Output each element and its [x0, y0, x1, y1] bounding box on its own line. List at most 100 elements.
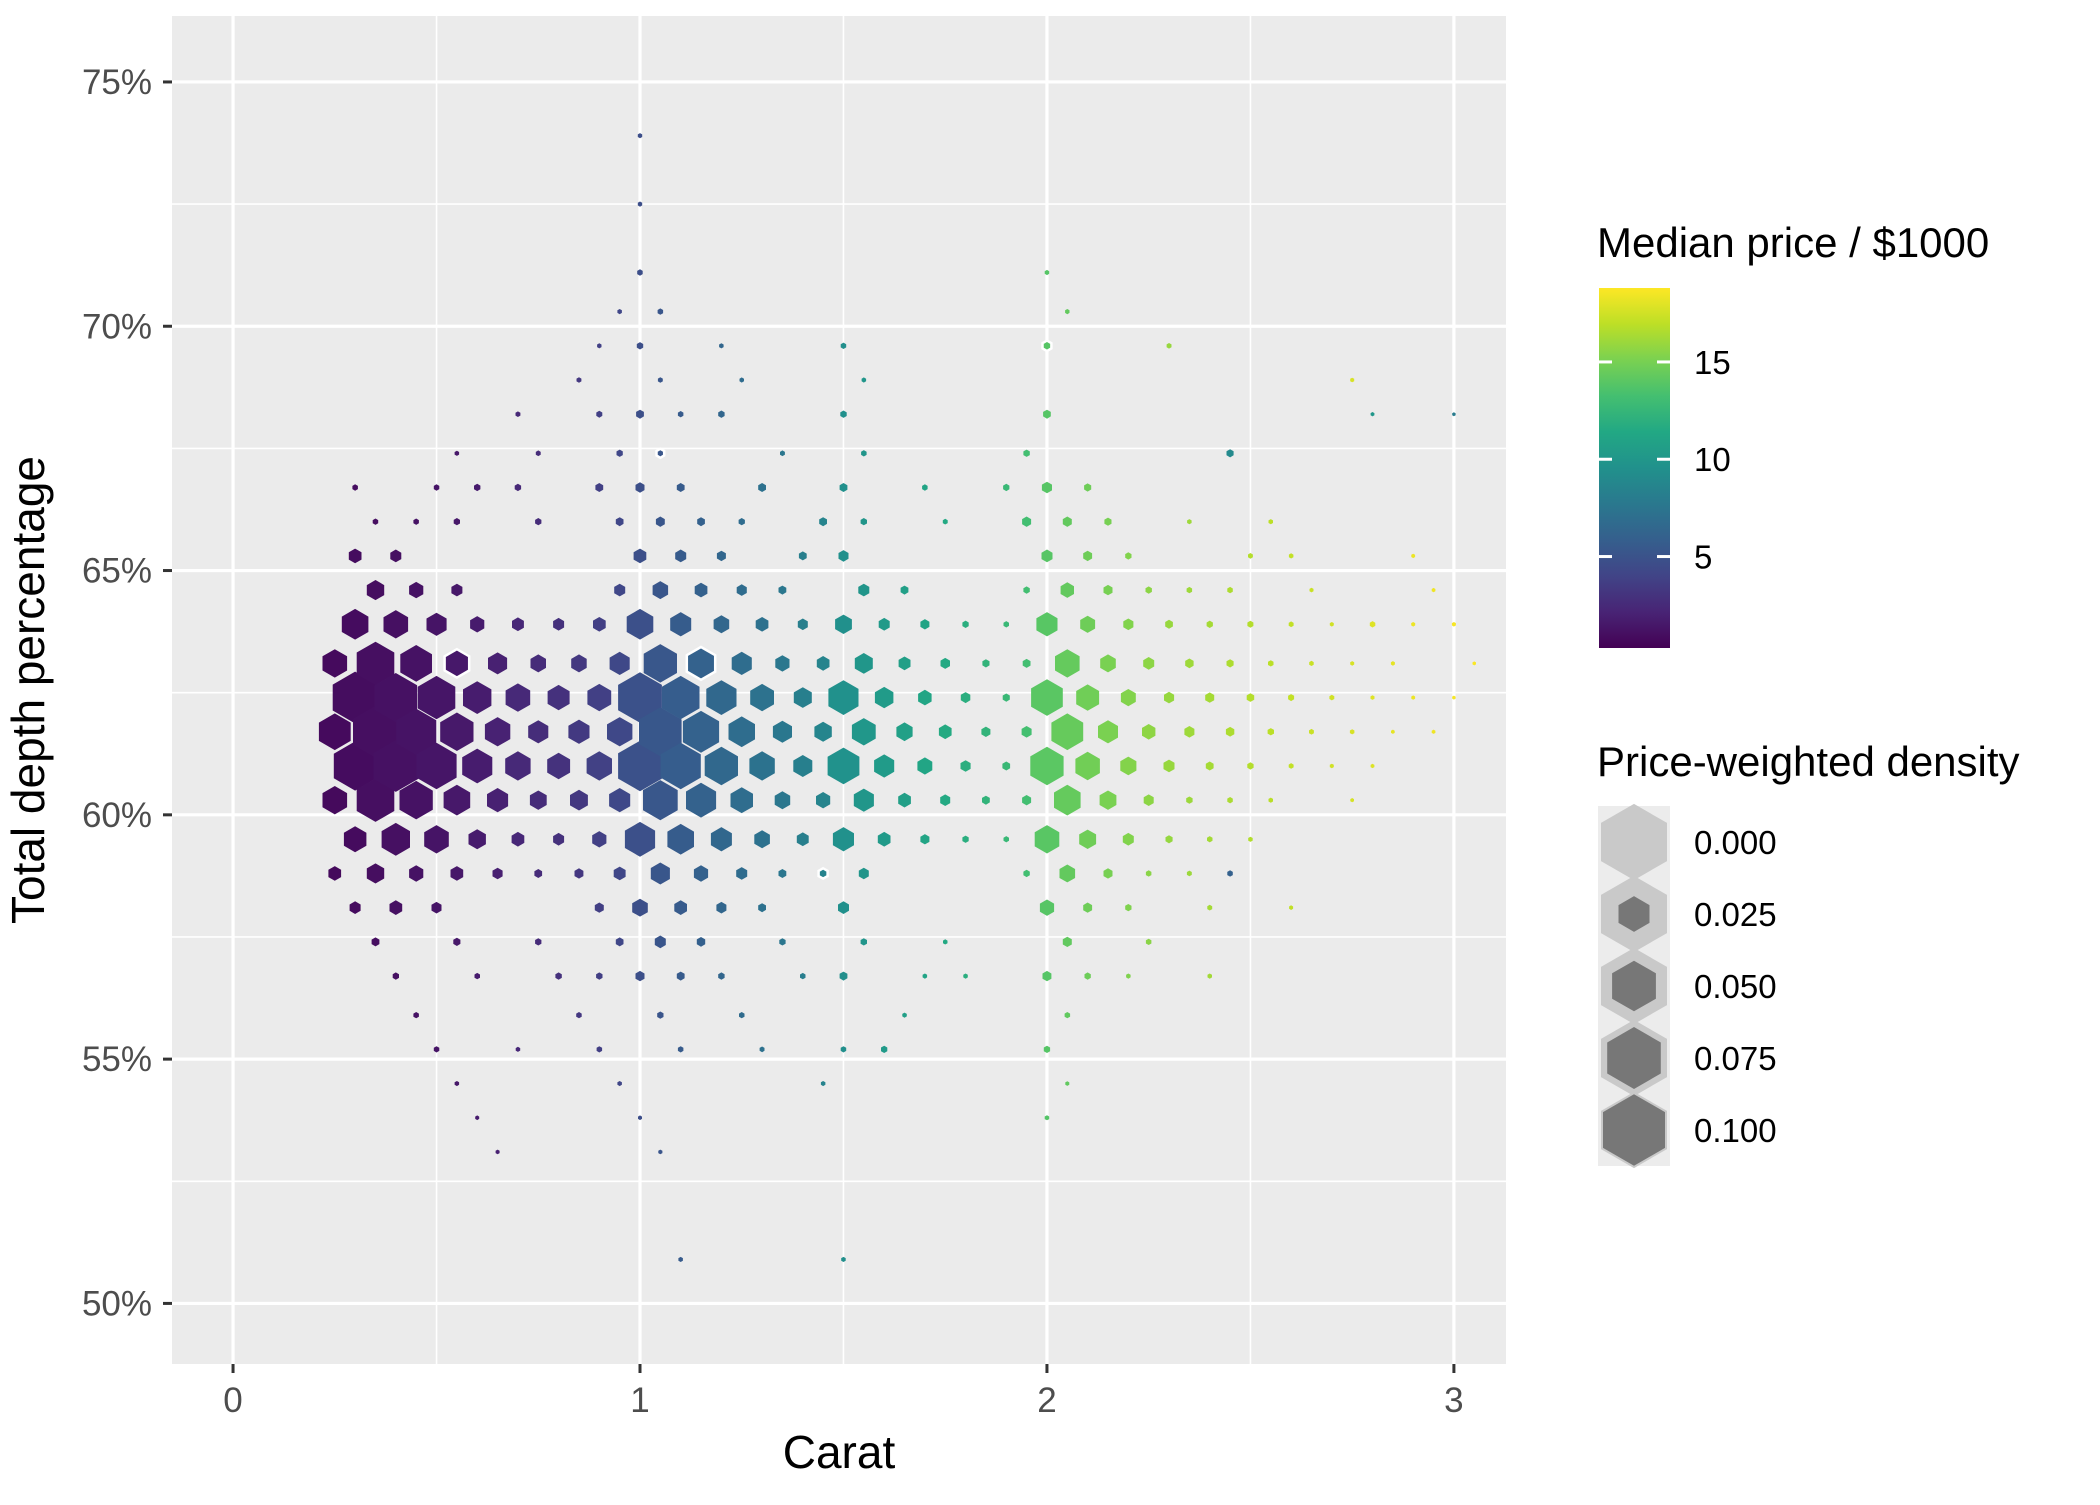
hexbin [1226, 449, 1234, 458]
hexbin [835, 614, 852, 634]
color-legend-title: Median price / $1000 [1597, 219, 1989, 266]
hexbin [922, 484, 928, 491]
hexbin [613, 866, 626, 881]
size-legend-label: 0.050 [1694, 968, 1777, 1005]
hexbin [1022, 658, 1031, 668]
hexbin [716, 550, 726, 562]
hexbin [1143, 657, 1155, 670]
hexbin [898, 792, 911, 808]
hexbin [586, 751, 612, 781]
hexbin [1370, 763, 1375, 769]
hexbin [840, 1046, 847, 1053]
hexbin [618, 740, 662, 792]
hexbin [318, 713, 351, 751]
hexbin [1126, 973, 1131, 979]
hexbin [1329, 763, 1334, 769]
hexbin [392, 972, 399, 980]
hexbin [858, 583, 870, 597]
hexbin [1034, 825, 1060, 854]
hexbin [632, 898, 648, 917]
hexbin [614, 583, 626, 597]
y-axis-tick-label: 70% [82, 307, 152, 346]
hexbin [960, 692, 971, 704]
hexbin [332, 671, 378, 724]
hexbin [1042, 970, 1052, 982]
hexbin [1103, 868, 1113, 879]
hexbin [596, 972, 603, 980]
hexbin [433, 484, 440, 491]
hexbin [515, 411, 521, 417]
y-axis-tick-label: 75% [82, 63, 152, 102]
hexbin [451, 583, 463, 597]
hexbin [1225, 726, 1235, 737]
hexbin [514, 483, 522, 492]
hexbin [463, 681, 492, 714]
hexbin [1163, 759, 1175, 773]
size-legend-hexagon [1618, 896, 1650, 932]
hexbin [424, 825, 449, 854]
hexbin [661, 675, 700, 720]
hexbin [353, 705, 398, 758]
hexbin [1227, 870, 1233, 877]
hexbin [920, 834, 930, 845]
hexbin [462, 748, 493, 784]
hexbin [643, 780, 678, 821]
y-axis-tick-label: 65% [82, 552, 152, 591]
hexbin [840, 410, 847, 418]
hexbin [678, 1256, 683, 1262]
hexbin [400, 645, 432, 682]
hexbin [1021, 726, 1032, 738]
hexbin [426, 612, 447, 636]
hexbin [571, 654, 587, 673]
hexbin [775, 655, 790, 672]
hexbin [1075, 751, 1100, 781]
hexbin [366, 863, 385, 884]
colorbar-tick-label: 15 [1694, 344, 1731, 381]
hexbin [677, 411, 684, 418]
hexbin [1411, 553, 1416, 559]
size-legend-label: 0.100 [1694, 1112, 1777, 1149]
hexbin [738, 518, 745, 526]
hexbin [609, 788, 631, 813]
hexbin [900, 585, 909, 595]
hexbin [797, 618, 808, 631]
hexbin [505, 751, 531, 781]
hexbin [917, 757, 933, 775]
hexbin [960, 760, 971, 772]
hexbin [1309, 587, 1314, 593]
hexbin [450, 866, 464, 881]
hexbin [413, 1012, 419, 1019]
hexbin [515, 1046, 521, 1052]
size-legend-hexagon [1607, 1027, 1661, 1089]
hexbin [982, 659, 990, 668]
hexbin [655, 516, 665, 527]
x-axis-tick-labels: 0 1 2 3 [223, 1381, 1463, 1420]
hexbin [1205, 761, 1214, 771]
hexbin [626, 608, 654, 640]
hexbin [417, 675, 456, 720]
hexbin [396, 708, 437, 755]
hexbin [650, 862, 670, 885]
hexbin [624, 821, 656, 857]
hexbin [896, 722, 913, 742]
hexbin [390, 549, 402, 563]
hexbin [1164, 691, 1175, 704]
size-legend-hexagon-bg [1601, 803, 1667, 881]
hexbin [633, 548, 647, 564]
hexbin-layer [318, 133, 1476, 1262]
hexbin [1043, 409, 1051, 419]
hexbin [736, 584, 747, 596]
hexbin [1120, 756, 1137, 776]
size-legend-title: Price-weighted density [1597, 738, 2020, 785]
hexbin [443, 784, 471, 816]
hexbin [535, 450, 541, 457]
hexbin [898, 656, 911, 671]
hexbin [1041, 549, 1053, 563]
hexbin [1206, 620, 1213, 628]
hexbin [654, 935, 666, 949]
hexbin [609, 651, 630, 675]
hexbin [1207, 904, 1213, 911]
hexbin [1039, 899, 1055, 916]
hexbin [597, 343, 602, 349]
hexbin [487, 788, 509, 813]
